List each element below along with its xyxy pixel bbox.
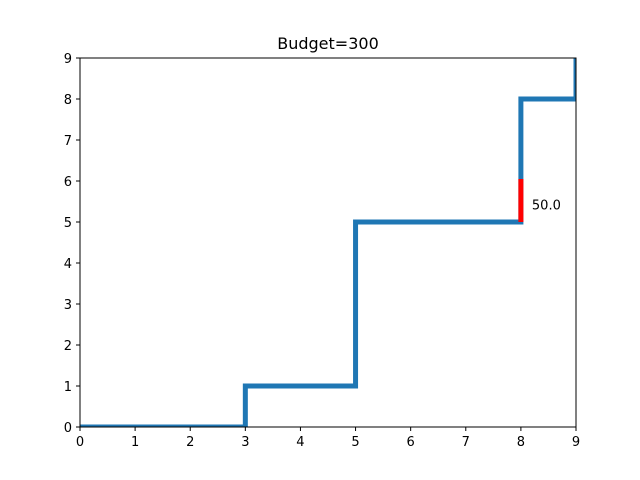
- x-tick-label: 0: [76, 435, 84, 450]
- y-tick-label: 9: [64, 52, 72, 67]
- plot-area: [80, 58, 576, 427]
- y-tick-label: 6: [64, 175, 72, 190]
- x-tick-label: 1: [131, 435, 139, 450]
- y-tick-label: 8: [64, 93, 72, 108]
- x-tick-label: 7: [462, 435, 470, 450]
- x-tick-label: 4: [296, 435, 304, 450]
- axes-frame: [79, 57, 577, 428]
- y-tick-label: 0: [64, 421, 72, 436]
- y-tick-label: 5: [64, 216, 72, 231]
- y-tick-label: 2: [64, 339, 72, 354]
- x-tick-label: 8: [517, 435, 525, 450]
- x-tick-label: 9: [572, 435, 580, 450]
- annotation-label-0: 50.0: [532, 199, 561, 214]
- step-series-line-0: [80, 58, 576, 427]
- y-tick-label: 7: [64, 134, 72, 149]
- x-tick-label: 6: [407, 435, 415, 450]
- x-tick-label: 2: [186, 435, 194, 450]
- x-tick-label: 5: [351, 435, 359, 450]
- x-tick-label: 3: [241, 435, 249, 450]
- axis-ticks: 0 1 2 3 4 5 6 7 8 9 0 1 2 3 4 5 6 7 8 9: [64, 52, 580, 450]
- y-tick-label: 4: [64, 257, 72, 272]
- y-tick-label: 3: [64, 298, 72, 313]
- y-tick-label: 1: [64, 380, 72, 395]
- chart-title: Budget=300: [277, 34, 379, 53]
